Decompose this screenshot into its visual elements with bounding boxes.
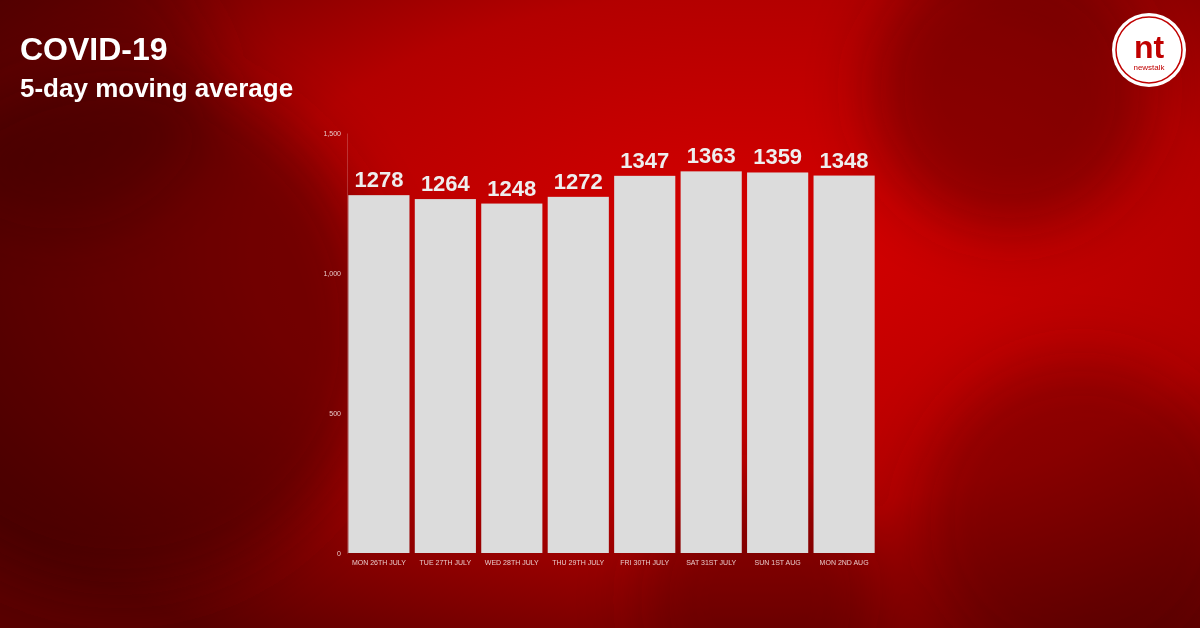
y-tick-label: 0 xyxy=(337,550,341,557)
data-label: 1272 xyxy=(554,169,603,194)
bar xyxy=(614,176,675,553)
x-tick: TUE 27TH JULY xyxy=(420,553,472,566)
data-label: 1348 xyxy=(820,148,869,173)
subtitle: 5-day moving average xyxy=(20,73,293,103)
x-tick-label: TUE 27TH JULY xyxy=(420,559,472,566)
y-tick: 1,500 xyxy=(323,130,347,137)
x-tick: SAT 31ST JULY xyxy=(686,553,736,566)
data-label: 1359 xyxy=(753,144,802,169)
x-tick: WED 28TH JULY xyxy=(485,553,539,566)
y-tick: 1,000 xyxy=(323,270,347,277)
data-label: 1347 xyxy=(620,148,669,173)
logo-subtext: newstalk xyxy=(1133,63,1165,72)
data-label: 1363 xyxy=(687,143,736,168)
data-label: 1264 xyxy=(421,171,471,196)
x-tick-label: FRI 30TH JULY xyxy=(620,559,669,566)
x-tick-label: SUN 1ST AUG xyxy=(755,559,801,566)
bar xyxy=(681,171,742,553)
bars xyxy=(348,171,874,553)
logo-text: nt xyxy=(1134,29,1165,65)
x-tick-label: MON 26TH JULY xyxy=(352,559,406,566)
background-blob xyxy=(920,360,1200,628)
bar xyxy=(415,199,476,553)
y-tick: 500 xyxy=(329,410,347,417)
x-tick-label: THU 29TH JULY xyxy=(552,559,604,566)
y-axis: 0 500 1,000 1,500 xyxy=(323,130,347,557)
y-axis-line xyxy=(347,134,348,554)
logo-circle xyxy=(1112,13,1186,87)
title: COVID-19 xyxy=(20,31,168,67)
bar xyxy=(481,204,542,553)
x-tick: SUN 1ST AUG xyxy=(755,553,801,566)
y-tick-label: 1,500 xyxy=(323,130,341,137)
logo: ntnewstalk xyxy=(1112,13,1186,87)
y-tick-label: 500 xyxy=(329,410,341,417)
bar xyxy=(348,195,409,553)
x-tick-label: SAT 31ST JULY xyxy=(686,559,736,566)
x-tick: FRI 30TH JULY xyxy=(620,553,669,566)
bar xyxy=(814,176,875,553)
bar xyxy=(548,197,609,553)
x-tick-label: MON 2ND AUG xyxy=(820,559,869,566)
x-tick: MON 26TH JULY xyxy=(352,553,406,566)
background-blob xyxy=(870,0,1150,230)
data-label: 1248 xyxy=(487,176,536,201)
chart: COVID-19 5-day moving average ntnewstalk 0 5… xyxy=(0,0,1200,628)
data-label: 1278 xyxy=(354,167,403,192)
bar xyxy=(747,172,808,553)
x-tick: MON 2ND AUG xyxy=(820,553,869,566)
x-tick-label: WED 28TH JULY xyxy=(485,559,539,566)
y-tick: 0 xyxy=(337,550,347,557)
logo-ring xyxy=(1116,17,1182,83)
background-blob xyxy=(0,0,210,230)
data-labels: 1278 1264 1248 1272 1347 1363 1359 1348 xyxy=(354,143,868,200)
background-decoration xyxy=(0,0,1200,628)
y-tick-label: 1,000 xyxy=(323,270,341,277)
x-tick: THU 29TH JULY xyxy=(552,553,604,566)
x-axis: MON 26TH JULY TUE 27TH JULY WED 28TH JULY T… xyxy=(352,553,869,566)
